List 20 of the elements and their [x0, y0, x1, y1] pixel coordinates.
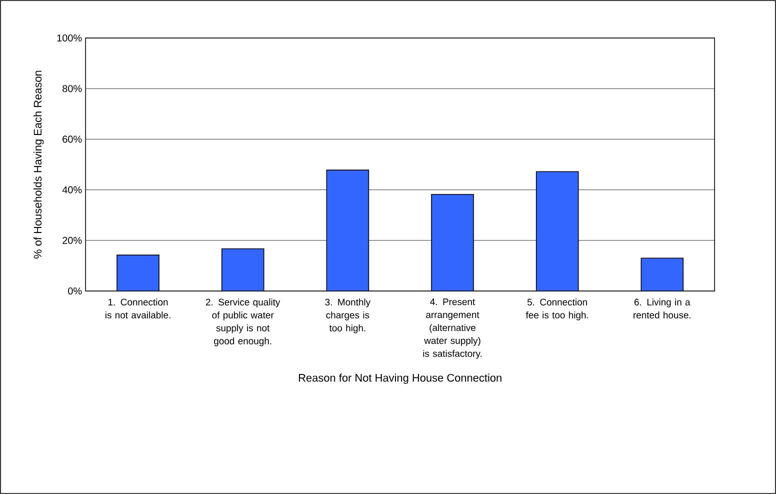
bar	[221, 248, 264, 292]
bar	[536, 171, 579, 292]
y-tick-label: 60%	[62, 136, 82, 143]
x-axis-title: Reason for Not Having House Connection	[298, 374, 502, 384]
y-tick-label: 100%	[57, 34, 82, 42]
y-tick-label: 0%	[68, 287, 82, 295]
bar	[640, 258, 684, 292]
y-axis-title: % of Households Having Each Reason	[34, 70, 44, 259]
bar	[326, 170, 370, 292]
x-tick-label: 3. Monthly charges is too high.	[325, 298, 371, 334]
y-tick-label: 80%	[62, 85, 82, 92]
x-tick-label: 1. Connection is not available.	[106, 298, 170, 318]
x-tick-label: 5. Connection fee is too high.	[526, 298, 588, 320]
x-tick-label: 4. Present arrangement (alternative water supply) is satisfactory.	[423, 298, 482, 359]
bar	[116, 254, 160, 292]
x-tick-label: 2. Service quality of public water supply is not good enough.	[206, 298, 280, 346]
bar	[431, 194, 474, 292]
x-tick-label: 6. Living in a rented house.	[634, 298, 690, 318]
y-tick-label: 40%	[62, 186, 82, 194]
y-tick-label: 20%	[62, 236, 82, 244]
